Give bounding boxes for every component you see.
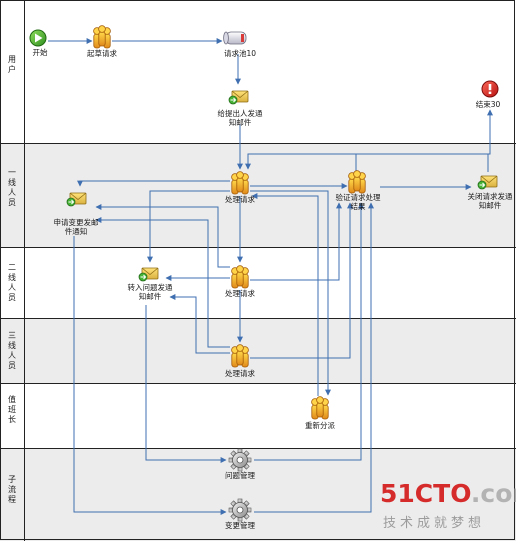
- node-change-mgmt[interactable]: [228, 498, 252, 522]
- lane-bg-l3: [0, 318, 516, 383]
- node-notify-requester[interactable]: [228, 90, 249, 105]
- flow-reassign-to-process1: [251, 193, 319, 396]
- mail-icon: [138, 267, 159, 282]
- lane-bg-duty: [0, 383, 516, 448]
- flow-process3-to-verify: [250, 202, 353, 359]
- node-label-process3: 处理请求: [225, 368, 255, 378]
- lane-label-l1: 一线人员: [8, 168, 16, 207]
- node-label-problem-mail: 转入问题发通知邮件: [128, 282, 173, 301]
- lane-label-l2: 二线人员: [8, 263, 16, 302]
- node-label-problem-mgmt: 问题管理: [225, 470, 255, 480]
- mail-icon: [228, 90, 249, 105]
- gear-icon: [228, 498, 252, 522]
- lane-bg-l2: [0, 247, 516, 318]
- flow-change-mail-to-change-mgmt: [73, 236, 227, 515]
- flow-process1-to-reassign: [250, 190, 331, 396]
- play-icon: [29, 29, 47, 47]
- node-problem-mgmt[interactable]: [228, 448, 252, 472]
- node-label-change-mgmt: 变更管理: [225, 520, 255, 530]
- lane-label-duty: 值班长: [8, 394, 16, 424]
- flow-process1-to-problem-mail: [147, 190, 230, 263]
- node-draft[interactable]: [93, 25, 111, 49]
- node-label-close-mail: 关闭请求发通知邮件: [468, 191, 513, 210]
- lane-label-user: 用户: [8, 55, 16, 74]
- watermark-tagline: 技术成就梦想: [383, 515, 485, 531]
- people-icon: [311, 396, 329, 420]
- flow-close-mail-to-end: [487, 109, 493, 172]
- people-icon: [231, 265, 249, 289]
- node-label-process2: 处理请求: [225, 288, 255, 298]
- node-process3[interactable]: [231, 344, 249, 368]
- pool-icon: [223, 31, 247, 45]
- mail-icon: [477, 175, 498, 190]
- node-process2[interactable]: [231, 265, 249, 289]
- flow-process3-to-problem-mail: [169, 294, 230, 354]
- node-end[interactable]: [481, 80, 499, 98]
- people-icon: [231, 344, 249, 368]
- lane-label-l3: 三线人员: [8, 331, 16, 370]
- node-label-process1: 处理请求: [225, 194, 255, 204]
- mail-icon: [66, 192, 87, 207]
- node-start[interactable]: [29, 29, 47, 47]
- flow-process3-to-change-mail: [95, 217, 230, 348]
- lane-bg-sub: [0, 448, 516, 541]
- node-label-draft: 起草请求: [87, 48, 117, 58]
- node-label-end: 结束30: [476, 99, 501, 109]
- flow-process1-to-change-mail: [77, 180, 230, 187]
- node-problem-mail[interactable]: [138, 267, 159, 282]
- flow-problem-mgmt-to-verify: [254, 202, 364, 461]
- node-process1[interactable]: [231, 171, 249, 195]
- node-reassign[interactable]: [311, 396, 329, 420]
- flow-nodes: 开始 起草请求 请求池10 给提出人发通知邮件 结束30 处理请求 验证请求处理结果 关闭请求…: [29, 25, 513, 530]
- people-icon: [231, 171, 249, 195]
- flow-process2-to-change-mail: [95, 204, 230, 268]
- people-icon: [93, 25, 111, 49]
- watermark-brand: 51CTO.com: [380, 479, 516, 508]
- watermark: 51CTO.com 技术成就梦想: [380, 479, 516, 531]
- node-label-change-mail: 申请变更发邮件通知: [54, 217, 99, 236]
- node-verify[interactable]: [348, 170, 366, 194]
- node-change-mail[interactable]: [66, 192, 87, 207]
- gear-icon: [228, 448, 252, 472]
- flow-process2-to-verify: [250, 202, 342, 281]
- node-label-verify: 验证请求处理结果: [336, 192, 381, 211]
- lane-label-sub: 子流程: [8, 475, 16, 504]
- lane-bg-user: [0, 0, 516, 143]
- flow-change-mgmt-to-verify: [254, 202, 374, 513]
- node-label-reassign: 重新分派: [305, 420, 335, 430]
- end-icon: [481, 80, 499, 98]
- node-label-notify-requester: 给提出人发通知邮件: [218, 108, 263, 127]
- node-close-mail[interactable]: [477, 175, 498, 190]
- node-label-pool: 请求池10: [224, 48, 256, 58]
- node-label-start: 开始: [33, 47, 48, 57]
- flow-problem-mail-to-problem-mgmt: [145, 305, 227, 463]
- node-pool[interactable]: [223, 31, 247, 45]
- flow-connectors: [48, 38, 493, 515]
- people-icon: [348, 170, 366, 194]
